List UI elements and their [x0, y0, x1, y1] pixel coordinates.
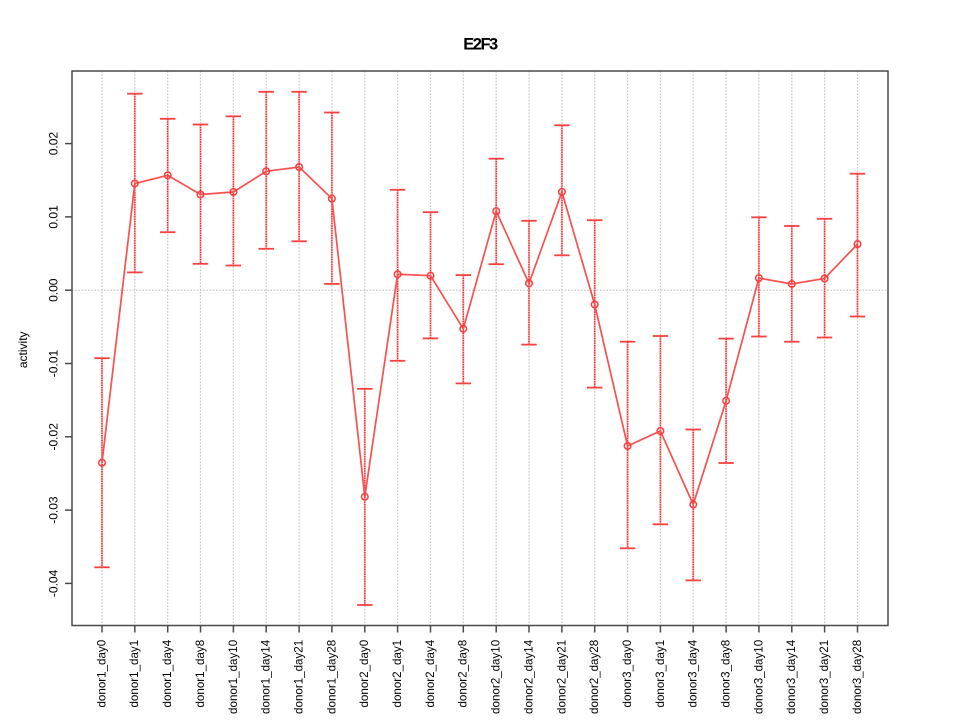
svg-text:donor2_day0: donor2_day0: [358, 640, 371, 708]
svg-text:donor2_day1: donor2_day1: [391, 640, 404, 708]
svg-text:donor1_day28: donor1_day28: [325, 640, 338, 714]
svg-text:donor1_day21: donor1_day21: [293, 640, 306, 714]
svg-text:donor1_day0: donor1_day0: [95, 640, 108, 708]
svg-text:0.00: 0.00: [47, 278, 61, 302]
svg-text:donor1_day14: donor1_day14: [260, 639, 273, 714]
svg-text:donor1_day4: donor1_day4: [161, 639, 174, 707]
svg-text:donor3_day0: donor3_day0: [621, 640, 634, 708]
svg-text:-0.03: -0.03: [47, 496, 61, 524]
svg-text:donor1_day10: donor1_day10: [227, 640, 240, 714]
svg-text:donor1_day8: donor1_day8: [194, 640, 207, 708]
svg-text:E2F3: E2F3: [463, 35, 498, 53]
svg-text:-0.01: -0.01: [47, 350, 61, 378]
svg-text:donor3_day14: donor3_day14: [785, 639, 798, 714]
svg-text:donor1_day1: donor1_day1: [128, 640, 141, 708]
svg-text:-0.02: -0.02: [47, 423, 61, 451]
svg-text:donor2_day14: donor2_day14: [522, 639, 535, 714]
svg-text:activity: activity: [16, 331, 30, 368]
svg-text:donor2_day4: donor2_day4: [424, 639, 437, 707]
svg-text:donor3_day4: donor3_day4: [687, 639, 700, 707]
svg-text:donor3_day28: donor3_day28: [851, 640, 864, 714]
svg-text:0.02: 0.02: [47, 132, 61, 156]
svg-text:donor3_day1: donor3_day1: [654, 640, 667, 708]
svg-text:donor2_day10: donor2_day10: [490, 640, 503, 714]
svg-text:0.01: 0.01: [47, 205, 61, 229]
svg-text:donor3_day8: donor3_day8: [720, 640, 733, 708]
svg-text:-0.04: -0.04: [47, 569, 61, 597]
svg-text:donor3_day21: donor3_day21: [818, 640, 831, 714]
svg-text:donor2_day8: donor2_day8: [457, 640, 470, 708]
svg-text:donor3_day10: donor3_day10: [752, 640, 765, 714]
svg-text:donor2_day28: donor2_day28: [588, 640, 601, 714]
svg-text:donor2_day21: donor2_day21: [555, 640, 568, 714]
